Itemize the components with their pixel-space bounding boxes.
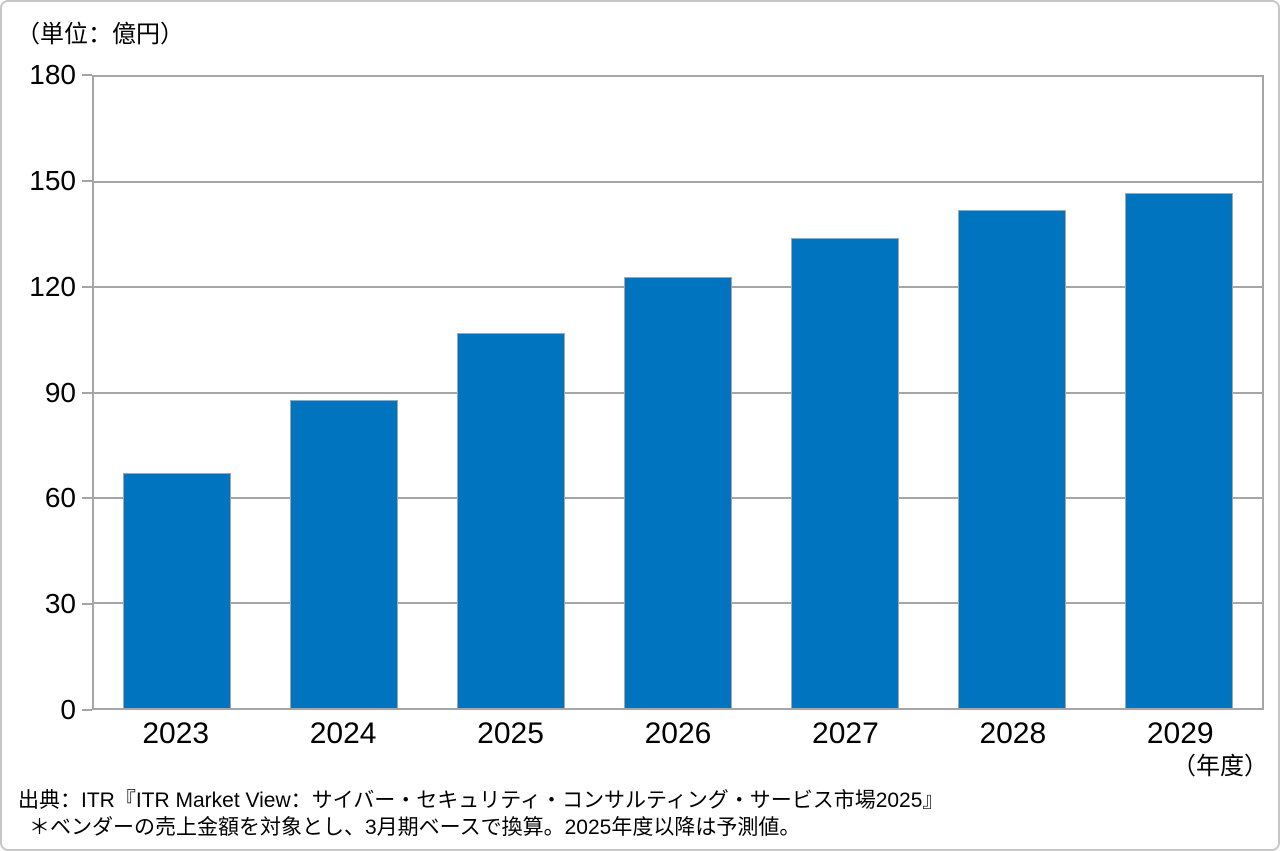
- y-tick-label-0: 0: [60, 694, 76, 725]
- x-tick-label-2026: 2026: [644, 717, 712, 750]
- y-tick-label-150: 150: [29, 164, 76, 196]
- y-tick-mark-60: [82, 497, 92, 500]
- footnote: ＊ベンダーの売上金額を対象とし、3月期ベースで換算。2025年度以降は予測値。: [29, 816, 801, 839]
- source-note: 出典：ITR『ITR Market View：サイバー・セキュリティ・コンサルテ…: [18, 789, 944, 812]
- bar-2023: [123, 473, 232, 708]
- bar-2024: [290, 399, 399, 708]
- y-tick-mark-90: [82, 391, 92, 394]
- bar-slot-2026: [595, 77, 762, 708]
- bar-slot-2029: [1095, 77, 1262, 708]
- x-tick-label-2029: 2029: [1146, 717, 1214, 750]
- y-tick-mark-150: [82, 179, 92, 182]
- x-tick-label-2024: 2024: [309, 717, 377, 750]
- x-tick-label-2025: 2025: [477, 717, 544, 750]
- x-tick-label-2028: 2028: [979, 717, 1047, 750]
- bar-series: [94, 77, 1262, 708]
- y-tick-mark-30: [82, 603, 92, 606]
- bar-slot-2027: [761, 77, 928, 708]
- y-tick-label-60: 60: [44, 482, 76, 514]
- y-tick-label-90: 90: [44, 376, 76, 408]
- y-tick-label-180: 180: [29, 59, 76, 90]
- bar-2027: [790, 238, 899, 708]
- x-axis-tick-labels: 2023 2024 2025 2026 2027 2028 2029: [92, 716, 1264, 752]
- y-tick-mark-0: [82, 709, 92, 711]
- x-tick-label-2023: 2023: [142, 717, 210, 750]
- y-tick-label-120: 120: [29, 270, 76, 302]
- bar-slot-2024: [261, 77, 428, 708]
- bar-2028: [957, 210, 1066, 708]
- y-axis-unit-label: （単位：億円）: [16, 21, 184, 48]
- bar-2029: [1124, 192, 1233, 708]
- bar-slot-2028: [928, 77, 1095, 708]
- bar-slot-2023: [94, 77, 261, 708]
- x-tick-label-2027: 2027: [812, 717, 879, 750]
- y-tick-mark-120: [82, 285, 92, 288]
- bar-2026: [624, 276, 732, 708]
- bar-slot-2025: [428, 77, 595, 708]
- y-tick-label-30: 30: [44, 588, 76, 620]
- gridline-150: [94, 181, 1262, 184]
- y-tick-mark-180: [82, 74, 92, 76]
- x-axis-unit-label: （年度）: [1172, 753, 1268, 780]
- bar-2025: [457, 332, 566, 708]
- plot-area: [92, 75, 1264, 710]
